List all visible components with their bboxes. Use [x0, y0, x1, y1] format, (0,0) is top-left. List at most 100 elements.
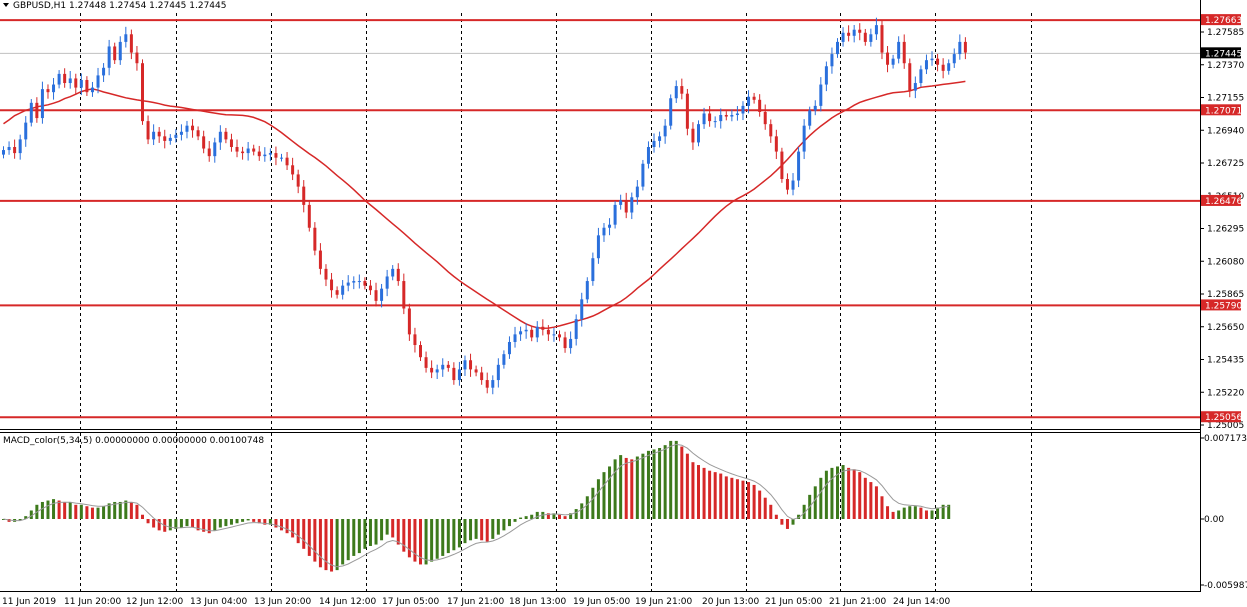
candle-body [741, 105, 745, 114]
candle-body [507, 341, 511, 355]
candle-body [619, 200, 623, 205]
macd-bar [841, 465, 845, 519]
macd-bar [780, 519, 784, 525]
macd-bar [608, 466, 612, 519]
macd-bar [702, 467, 706, 519]
macd-bar [630, 459, 634, 519]
candle-body [747, 96, 751, 106]
time-label: 11 Jun 2019 [2, 597, 56, 607]
macd-bar [519, 517, 523, 519]
candle-body [852, 29, 856, 36]
macd-bar [374, 519, 378, 545]
macd-bar [257, 519, 261, 524]
macd-bar [357, 519, 361, 554]
candle-body [285, 157, 289, 166]
macd-pane[interactable] [0, 432, 1200, 592]
price-tick-label: 1.26725 [1207, 159, 1244, 169]
macd-bar [229, 519, 233, 525]
price-tick-label: 1.26080 [1207, 257, 1244, 267]
macd-bar [352, 519, 356, 556]
time-label: 24 Jun 14:00 [893, 597, 950, 607]
macd-bar [341, 519, 345, 565]
candle-body [752, 96, 756, 100]
candle-body [774, 136, 778, 152]
macd-bar [641, 453, 645, 519]
dropdown-triangle-icon[interactable] [3, 3, 9, 7]
macd-bar [602, 472, 606, 519]
candle-body [268, 153, 272, 155]
candle-body [546, 329, 550, 335]
macd-bar [830, 467, 834, 519]
price-tick-label: 1.27370 [1207, 61, 1244, 71]
candle-body [113, 46, 117, 61]
macd-bar [836, 466, 839, 519]
candle-body [924, 60, 928, 70]
candle-body [163, 136, 167, 141]
candle-body [802, 125, 806, 152]
macd-bar [396, 519, 400, 545]
macd-bar [157, 519, 161, 531]
macd-bar [174, 519, 178, 529]
candle-body [124, 34, 128, 42]
time-label: 12 Jun 12:00 [126, 597, 183, 607]
candle-body [430, 367, 434, 373]
candle-body [40, 89, 44, 119]
macd-bar [63, 501, 67, 519]
candle-body [302, 186, 306, 205]
macd-bar [335, 519, 339, 571]
price-pane[interactable] [0, 13, 1200, 429]
time-label: 21 Jun 05:00 [765, 597, 822, 607]
macd-bar [869, 482, 873, 519]
time-label: 18 Jun 13:00 [509, 597, 566, 607]
candle-body [763, 111, 767, 125]
macd-bar [635, 456, 639, 519]
candle-body [79, 79, 83, 88]
macd-bar [563, 516, 567, 519]
macd-bar [207, 519, 211, 534]
candle-body [591, 258, 595, 282]
candle-body [202, 136, 206, 149]
macd-bar [713, 472, 717, 519]
candle-body [947, 63, 951, 71]
macd-bar [752, 484, 756, 519]
candle-body [218, 131, 222, 143]
macd-bar [463, 519, 467, 544]
time-label: 13 Jun 04:00 [190, 597, 247, 607]
candle-body [502, 354, 506, 365]
level-label: 1.27071 [1205, 106, 1242, 116]
candle-body [246, 148, 250, 154]
macd-bar [569, 513, 573, 519]
time-label: 20 Jun 13:00 [702, 597, 759, 607]
candle-body [235, 147, 239, 152]
candle-body [613, 204, 617, 225]
macd-bar [852, 469, 856, 519]
candle-body [569, 338, 573, 349]
time-label: 21 Jun 21:00 [829, 597, 886, 607]
candle-body [646, 147, 650, 164]
candle-body [641, 163, 645, 187]
candle-body [680, 86, 684, 94]
current-price-label: 1.27445 [1205, 49, 1242, 59]
level-label: 1.27663 [1205, 16, 1242, 26]
candle-body [813, 105, 817, 111]
macd-bar [413, 519, 417, 562]
macd-bar [797, 514, 801, 519]
candle-body [630, 197, 634, 213]
candle-body [13, 147, 17, 154]
macd-bar [280, 519, 283, 531]
macd-bar [118, 501, 122, 519]
candle-body [335, 290, 339, 295]
candle-body [207, 148, 211, 157]
macd-bar [307, 519, 311, 556]
macd-bar [246, 519, 250, 521]
candle-body [791, 180, 795, 190]
candle-body [252, 148, 256, 152]
candle-body [847, 32, 851, 36]
candle-body [697, 124, 700, 143]
macd-bar [191, 519, 195, 528]
macd-bar [491, 519, 495, 539]
macd-bar [457, 519, 461, 548]
candle-body [380, 288, 384, 301]
time-axis: 11 Jun 2019 11 Jun 20:00 12 Jun 12:00 13 Ju… [2, 597, 950, 607]
